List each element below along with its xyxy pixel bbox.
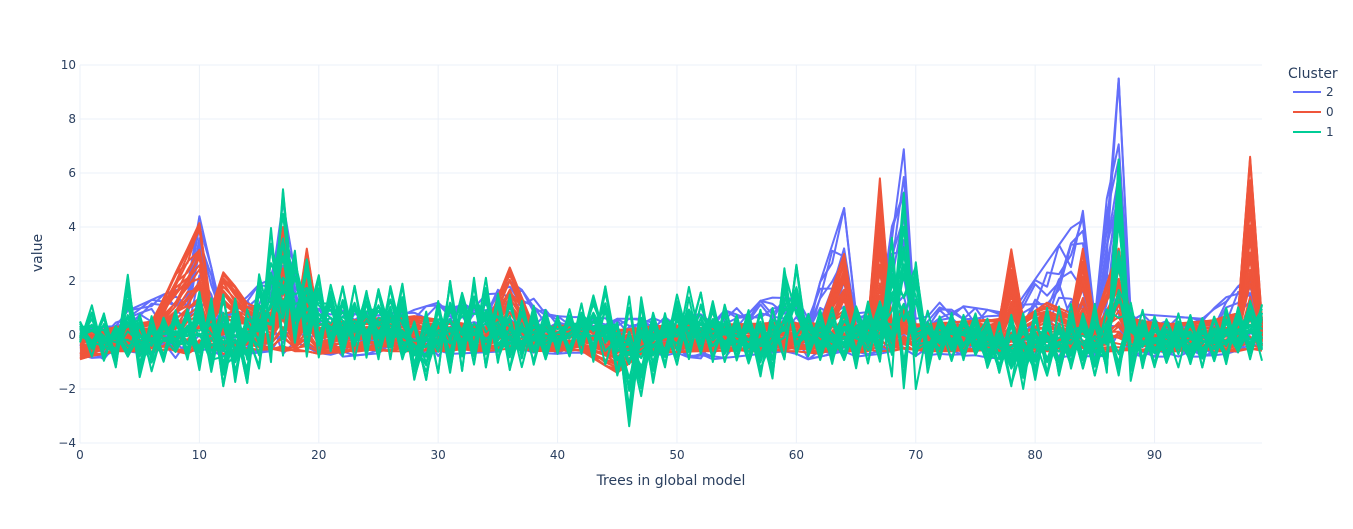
y-tick-label: 0 <box>68 328 76 342</box>
x-tick-label: 70 <box>908 448 923 462</box>
y-tick-label: 4 <box>68 220 76 234</box>
y-tick-label: 6 <box>68 166 76 180</box>
legend-title: Cluster <box>1288 66 1338 82</box>
y-tick-label: −4 <box>58 436 76 450</box>
series-cluster-1 <box>79 158 1263 428</box>
y-tick-label: 8 <box>68 112 76 126</box>
plot-area <box>79 77 1263 428</box>
y-tick-label: 10 <box>61 58 76 72</box>
x-axis-label: Trees in global model <box>596 473 746 489</box>
legend: Cluster 2 0 1 <box>1288 66 1338 139</box>
legend-label-1[interactable]: 1 <box>1326 125 1334 139</box>
x-tick-label: 20 <box>311 448 326 462</box>
x-tick-label: 50 <box>669 448 684 462</box>
x-tick-label: 0 <box>76 448 84 462</box>
y-tick-label: −2 <box>58 382 76 396</box>
x-tick-label: 60 <box>789 448 804 462</box>
x-tick-label: 40 <box>550 448 565 462</box>
axes: −4 −2 0 2 4 6 8 10 0 10 20 30 40 50 60 70 80 90 <box>58 58 1162 462</box>
legend-label-2[interactable]: 2 <box>1326 85 1334 99</box>
x-tick-label: 90 <box>1147 448 1162 462</box>
x-tick-label: 10 <box>192 448 207 462</box>
x-tick-label: 30 <box>431 448 446 462</box>
x-tick-label: 80 <box>1028 448 1043 462</box>
legend-label-0[interactable]: 0 <box>1326 105 1334 119</box>
y-tick-label: 2 <box>68 274 76 288</box>
series-line-cluster-1 <box>79 236 1263 390</box>
y-axis-label: value <box>30 234 46 272</box>
